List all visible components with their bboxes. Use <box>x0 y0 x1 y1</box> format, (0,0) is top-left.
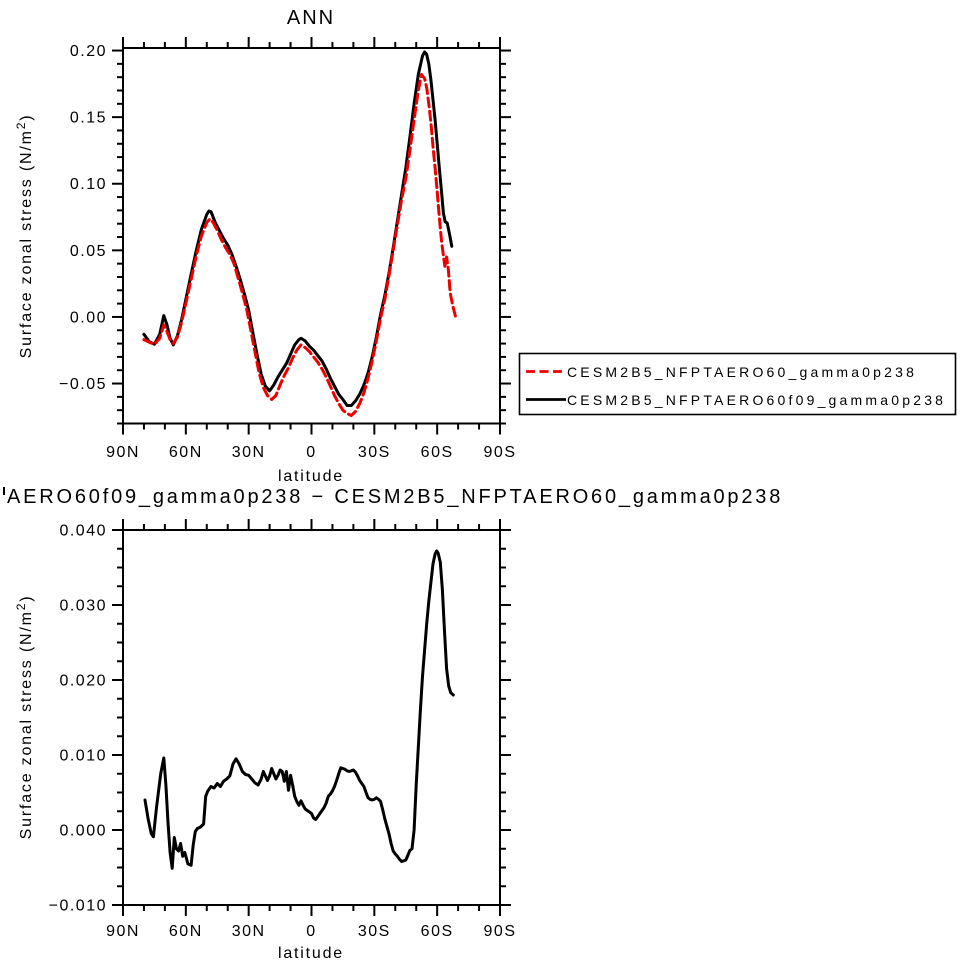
y-tick-label: 0.10 <box>70 176 107 193</box>
x-tick-label: 60S <box>421 444 454 461</box>
legend-label-red: CESM2B5_NFPTAERO60_gamma0p238 <box>567 364 917 380</box>
ylabel-superscript: 2 <box>14 602 28 610</box>
x-tick-label: 0 <box>306 923 316 940</box>
legend-entry-black-solid: CESM2B5_NFPTAERO60f09_gamma0p238 <box>526 392 946 408</box>
legend-entry-red-dashed: CESM2B5_NFPTAERO60_gamma0p238 <box>526 364 917 380</box>
series-line-solid <box>143 549 455 870</box>
bottom-chart-title: AERO60f09_gamma0p238 − CESM2B5_NFPTAERO6… <box>7 486 783 508</box>
plot-box <box>122 47 501 425</box>
top-chart: ANN Surface zonal stress (N/m2) 90N 60N 30… <box>14 7 957 485</box>
top-chart-x-axis-label: latitude <box>278 468 344 485</box>
legend-box <box>518 352 957 416</box>
y-tick-label: 0.010 <box>59 748 107 765</box>
x-tick-label: 90S <box>484 444 517 461</box>
bottom-chart-axes: 90N 60N 30N 0 30S 60S 90S 0.040 0.030 0.020 0.010 0… <box>49 519 517 940</box>
y-tick-label: −0.010 <box>49 898 107 915</box>
ylabel-close-paren: ) <box>18 114 35 121</box>
y-tick-label: 0.15 <box>70 110 107 127</box>
legend: CESM2B5_NFPTAERO60_gamma0p238 CESM2B5_NF… <box>518 352 957 416</box>
bottom-chart-series <box>143 549 455 870</box>
y-tick-label: 0.05 <box>70 243 107 260</box>
top-chart-axes: 90N 60N 30N 0 30S 60S 90S 0.20 0.15 0.10 0.05 0.00 −… <box>59 37 517 461</box>
x-tick-label: 90N <box>106 923 140 940</box>
top-chart-series <box>142 50 458 417</box>
top-chart-y-axis-label: Surface zonal stress (N/m2) <box>14 114 35 359</box>
ylabel-superscript: 2 <box>14 121 28 129</box>
y-tick-label: −0.05 <box>59 376 107 393</box>
x-tick-label: 60N <box>169 923 203 940</box>
bottom-chart-y-axis-label: Surface zonal stress (N/m2) <box>14 595 35 840</box>
ylabel-text: Surface zonal stress (N/m <box>18 129 35 358</box>
x-tick-label: 90S <box>484 923 517 940</box>
ylabel-close-paren: ) <box>18 595 35 602</box>
x-tick-label: 30N <box>232 444 266 461</box>
x-tick-label: 60S <box>421 923 454 940</box>
y-tick-label: 0.040 <box>59 523 107 540</box>
ylabel-text: Surface zonal stress (N/m <box>18 610 35 839</box>
bottom-chart: AERO60f09_gamma0p238 − CESM2B5_NFPTAERO6… <box>3 486 783 962</box>
top-chart-title: ANN <box>287 7 335 29</box>
y-tick-label: 0.020 <box>59 673 107 690</box>
x-tick-label: 30S <box>358 923 391 940</box>
y-tick-label: 0.00 <box>70 309 107 326</box>
x-tick-label: 60N <box>169 444 203 461</box>
x-tick-label: 30N <box>232 923 266 940</box>
x-tick-label: 30S <box>358 444 391 461</box>
y-tick-label: 0.000 <box>59 823 107 840</box>
series-line-dashed <box>142 73 458 417</box>
series-line-solid <box>142 50 454 407</box>
y-tick-label: 0.030 <box>59 598 107 615</box>
x-tick-label: 0 <box>306 444 316 461</box>
legend-label-black: CESM2B5_NFPTAERO60f09_gamma0p238 <box>567 392 946 408</box>
y-tick-label: 0.20 <box>70 43 107 60</box>
bottom-chart-x-axis-label: latitude <box>278 945 344 962</box>
x-tick-label: 90N <box>106 444 140 461</box>
